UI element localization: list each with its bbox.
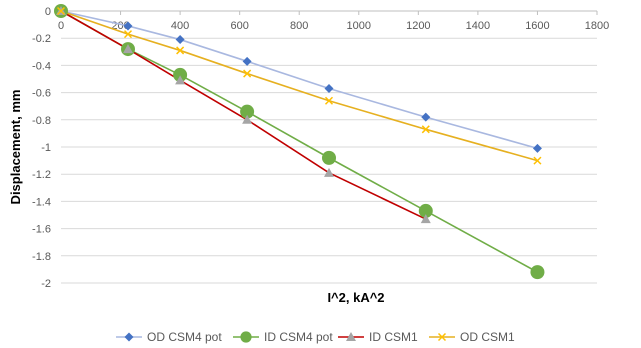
legend-item: ID CSM1 [338, 330, 418, 344]
x-tick-label: 1600 [525, 20, 549, 32]
y-tick-label: -0.4 [32, 60, 51, 72]
circle-marker [322, 150, 336, 165]
x-marker [176, 46, 185, 55]
triangle-marker [175, 75, 186, 85]
y-tick-label: -1.2 [32, 169, 51, 181]
diamond-marker [324, 84, 334, 94]
x-marker [324, 96, 334, 105]
x-marker [56, 6, 66, 16]
axes: 0-0.2-0.4-0.6-0.8-1-1.2-1.4-1.6-1.8-20 20… [32, 6, 609, 290]
x-marker [437, 332, 447, 342]
triangle-marker [420, 214, 431, 224]
series-line [60, 10, 538, 162]
diamond-marker [124, 332, 134, 342]
circle-marker [418, 203, 433, 218]
series-markers [54, 4, 545, 280]
y-tick-label: -1.6 [32, 224, 51, 236]
x-marker [243, 69, 252, 78]
triangle-marker [324, 167, 334, 177]
triangle-marker [242, 114, 253, 124]
y-tick-label: -0.2 [32, 33, 51, 45]
y-axis-title: Displacement, mm [8, 90, 23, 205]
y-tick-label: -1 [41, 142, 51, 154]
x-tick-label: 1000 [347, 20, 371, 32]
circle-marker [240, 331, 252, 343]
x-tick-label: 1200 [406, 20, 430, 32]
legend-item: OD CSM4 pot [116, 330, 222, 344]
x-marker [421, 125, 430, 134]
legend-label: ID CSM1 [369, 330, 418, 344]
legend: OD CSM4 pot ID CSM4 pot ID CSM1 OD CSM1 [116, 330, 515, 344]
x-tick-label: 600 [230, 20, 248, 32]
y-tick-label: -1.8 [32, 251, 51, 263]
diamond-marker [242, 56, 252, 66]
x-axis-title: I^2, kA^2 [327, 290, 384, 305]
x-tick-label: 1400 [466, 20, 490, 32]
circle-marker [173, 67, 188, 82]
diamond-marker [532, 143, 542, 153]
x-tick-label: 400 [171, 20, 189, 32]
legend-item: ID CSM4 pot [233, 330, 333, 344]
y-tick-label: -1.4 [32, 196, 51, 208]
x-marker [533, 156, 542, 165]
y-tick-label: -2 [41, 278, 51, 290]
x-tick-label: 0 [58, 20, 64, 32]
legend-label: ID CSM4 pot [264, 330, 333, 344]
series-line [60, 10, 427, 220]
legend-item: OD CSM1 [429, 330, 515, 344]
diamond-marker [175, 35, 185, 45]
circle-marker [530, 265, 545, 280]
circle-marker [240, 104, 255, 119]
y-tick-label: 0 [45, 6, 51, 18]
x-tick-label: 1800 [585, 20, 609, 32]
x-tick-label: 800 [290, 20, 308, 32]
triangle-marker [123, 44, 133, 54]
diamond-marker [421, 112, 431, 122]
y-tick-label: -0.8 [32, 115, 51, 127]
x-marker [123, 30, 133, 39]
y-tick-label: -0.6 [32, 88, 51, 100]
legend-label: OD CSM4 pot [147, 330, 222, 344]
triangle-marker [346, 332, 356, 341]
diamond-marker [123, 21, 133, 31]
legend-label: OD CSM1 [460, 330, 515, 344]
